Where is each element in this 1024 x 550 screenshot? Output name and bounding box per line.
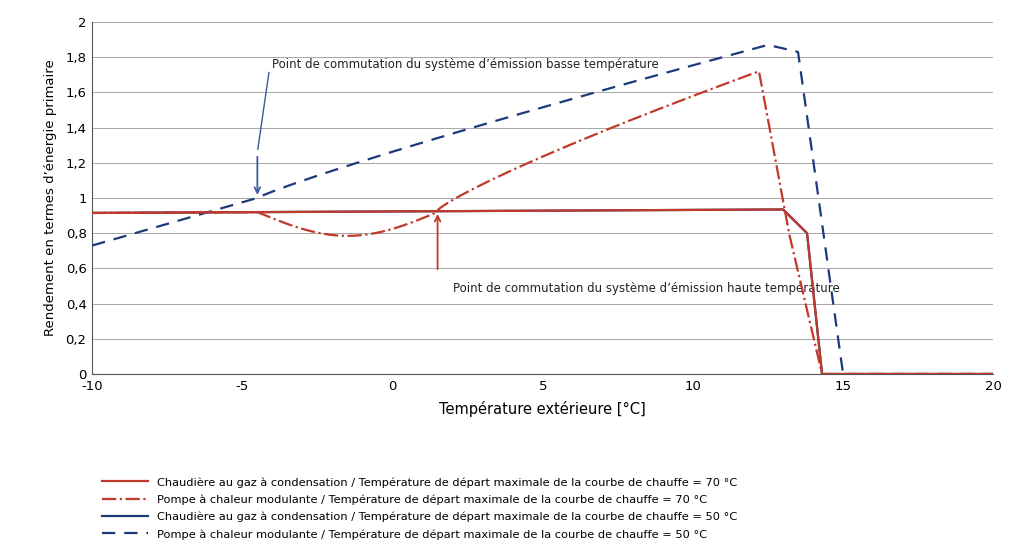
X-axis label: Température extérieure [°C]: Température extérieure [°C] [439, 401, 646, 417]
Text: Point de commutation du système d’émission basse température: Point de commutation du système d’émissi… [272, 58, 659, 72]
Text: Point de commutation du système d’émission haute température: Point de commutation du système d’émissi… [453, 283, 840, 295]
Y-axis label: Rendement en termes d’énergie primaire: Rendement en termes d’énergie primaire [44, 59, 57, 337]
Legend: Chaudière au gaz à condensation / Température de départ maximale de la courbe de: Chaudière au gaz à condensation / Tempér… [98, 472, 741, 544]
